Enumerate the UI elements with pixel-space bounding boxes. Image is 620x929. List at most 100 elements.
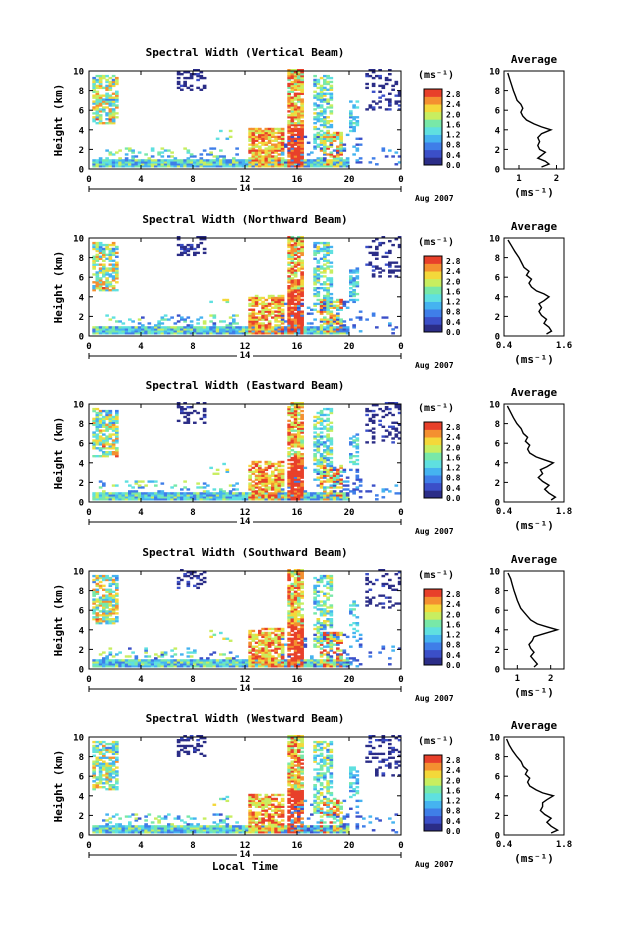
x-tick-label: 0 (86, 175, 91, 185)
colorbar-swatch (424, 422, 442, 430)
x-tick-label: 20 (344, 508, 355, 518)
average-y-tick-label: 8 (495, 420, 500, 430)
colorbar-tick-label: 1.6 (446, 120, 461, 129)
average-y-tick-label: 0 (495, 166, 500, 176)
colorbar-frame (423, 88, 443, 166)
average-y-tick-label: 10 (489, 235, 500, 245)
average-frame (503, 736, 565, 836)
colorbar-swatch (424, 460, 442, 468)
colorbar-swatch (424, 157, 442, 166)
colorbar-swatch (424, 271, 442, 280)
x-tick-label: 0 (398, 175, 403, 185)
colorbar-tick-label: 2.8 (446, 90, 461, 99)
average-y-tick-label: 0 (495, 499, 500, 509)
date-year-label: Aug 2007 (415, 194, 454, 203)
y-tick-label: 10 (73, 401, 84, 411)
colorbar-swatch (424, 286, 442, 295)
colorbar-swatch (424, 127, 442, 135)
colorbar-swatch (424, 89, 442, 97)
x-tick-label: 20 (344, 675, 355, 685)
average-title: Average (511, 53, 558, 66)
x-tick-label: 4 (138, 508, 144, 518)
panel-title: Spectral Width (Eastward Beam) (146, 379, 345, 392)
colorbar-swatch (424, 777, 442, 786)
x-tick-label: 16 (292, 841, 303, 851)
colorbar-tick-label: 0.4 (446, 151, 461, 160)
average-y-tick-label: 4 (495, 626, 501, 636)
colorbar-swatch (424, 657, 442, 666)
average-title: Average (511, 220, 558, 233)
y-axis-label: Height (km) (52, 584, 65, 657)
y-tick-label: 2 (79, 146, 84, 156)
average-x-tick-label: 0.4 (496, 341, 513, 351)
colorbar-swatch (424, 482, 442, 491)
colorbar-swatch (424, 649, 442, 658)
average-y-tick-label: 6 (495, 274, 500, 284)
average-panel: Average 0 2 4 6 8 10 0.4 1.6(ms⁻¹) (489, 220, 572, 366)
colorbar-frame (423, 421, 443, 499)
colorbar-tick-label: 1.2 (446, 298, 461, 307)
colorbar-swatch (424, 294, 442, 302)
x-tick-label: 12 (240, 508, 251, 518)
date-center-label: 14 (240, 351, 251, 361)
colorbar: 0.00.40.81.2 1.62.02.42.8 (423, 754, 461, 836)
colorbar-tick-label: 2.0 (446, 776, 461, 785)
y-tick-label: 6 (79, 274, 84, 284)
average-title: Average (511, 553, 558, 566)
colorbar-swatch (424, 324, 442, 333)
colorbar-tick-label: 1.2 (446, 131, 461, 140)
average-profile-line (506, 405, 557, 501)
colorbar-tick-label: 1.6 (446, 620, 461, 629)
y-tick-label: 0 (79, 166, 84, 176)
x-tick-label: 16 (292, 342, 303, 352)
colorbar-swatch (424, 111, 442, 120)
x-tick-label: 0 (398, 841, 403, 851)
y-tick-label: 4 (79, 293, 85, 303)
average-y-tick-label: 0 (495, 666, 500, 676)
average-y-tick-label: 8 (495, 587, 500, 597)
colorbar-tick-label: 0.4 (446, 318, 461, 327)
colorbar-tick-label: 1.6 (446, 287, 461, 296)
date-label-bg (237, 182, 253, 192)
date-year-label: Aug 2007 (415, 527, 454, 536)
date-label-bg (237, 682, 253, 692)
colorbar-swatch (424, 755, 442, 763)
x-tick-label: 0 (398, 508, 403, 518)
colorbar-tick-label: 0.8 (446, 641, 461, 650)
average-frame (503, 237, 565, 337)
y-tick-label: 8 (79, 753, 84, 763)
colorbar-tick-label: 0.0 (446, 661, 461, 670)
colorbar-swatch (424, 142, 442, 151)
y-tick-label: 4 (79, 126, 85, 136)
y-axis-label: Height (km) (52, 750, 65, 823)
average-y-tick-label: 2 (495, 812, 500, 822)
colorbar-tick-label: 2.4 (446, 267, 461, 276)
average-y-tick-label: 10 (489, 401, 500, 411)
y-tick-label: 2 (79, 313, 84, 323)
average-x-label: (ms⁻¹) (514, 686, 554, 699)
colorbar-swatch (424, 634, 442, 643)
average-frame (503, 570, 565, 670)
heatmap-cells (92, 735, 402, 834)
x-tick-label: 8 (190, 675, 195, 685)
x-tick-label: 8 (190, 175, 195, 185)
heatmap-cells (92, 569, 402, 668)
y-tick-label: 10 (73, 734, 84, 744)
panel-1: Spectral Width (Vertical Beam)0246810Hei… (52, 46, 565, 203)
y-tick-label: 0 (79, 666, 84, 676)
average-x-label: (ms⁻¹) (514, 519, 554, 532)
panel-2: Spectral Width (Northward Beam) 0 2 4 6 8 10 He… (52, 213, 572, 370)
colorbar-swatch (424, 815, 442, 824)
colorbar-swatch (424, 263, 442, 272)
average-y-tick-label: 8 (495, 254, 500, 264)
y-tick-label: 8 (79, 420, 84, 430)
colorbar-unit: (ms⁻¹) (418, 736, 454, 747)
y-tick-label: 4 (79, 626, 85, 636)
colorbar-swatch (424, 770, 442, 779)
colorbar-swatch (424, 119, 442, 128)
panel-title: Spectral Width (Vertical Beam) (146, 46, 345, 59)
heatmap-frame (88, 570, 402, 670)
y-tick-label: 0 (79, 333, 84, 343)
date-year-label: Aug 2007 (415, 361, 454, 370)
